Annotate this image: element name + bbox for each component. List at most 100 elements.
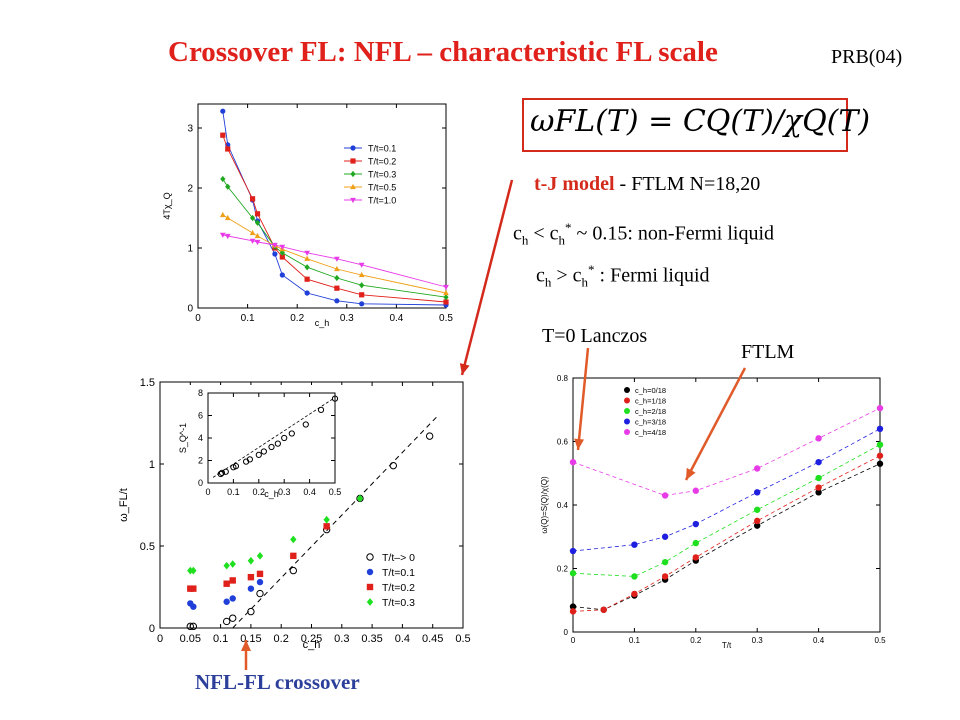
omega-chart-xtick-label: 0.4 [395,633,410,645]
omegaq-chart-xtick-label: 0.2 [690,636,702,645]
chi-chart-xtick-label: 0 [195,313,201,324]
omega-chart-xtick-label: 0.2 [274,633,289,645]
chi-data-point [443,299,449,305]
inset-chart-xlabel: c_h [264,489,279,499]
chi-data-point [359,301,365,307]
omegaq-data-point [569,547,577,555]
omega-data-point [229,577,236,584]
omega-chart-xtick-label: 0.25 [301,633,322,645]
formula: ωFL(T) = CQ(T)/χQ(T) [530,104,871,139]
inset-chart-xtick-label: 0 [205,487,210,497]
omegaq-data-point [692,520,699,528]
omega-legend-label: T/t=0.2 [382,582,415,594]
chi-legend-marker [350,158,356,164]
inset-chart-xtick-label: 0.4 [303,487,316,497]
omega-data-point [289,566,298,575]
inset-chart-ytick-label: 0 [198,478,203,488]
chi-data-point [334,285,340,291]
omega-data-point [223,561,230,570]
h-subscript: h [521,232,529,248]
nfl-condition: ch < ch* ~ 0.15: non-Fermi liquid [513,220,774,249]
inset-data-point [317,406,325,413]
omegaq-data-point [815,489,822,496]
omegaq-data-point [815,435,822,442]
ftlm-label: FTLM [741,341,795,363]
omegaq-data-point [876,425,884,432]
omegaq-data-point [692,554,699,561]
omega-data-point [189,622,198,631]
omega-data-point [256,552,264,560]
chi-series-line [222,135,447,303]
chi-series-line [222,214,447,294]
omegaq-data-point [815,458,822,466]
chi-data-point [279,254,285,260]
chi-chart-xtick-label: 0.5 [439,313,453,324]
omegaq-guide-line [572,455,881,612]
chi-data-point [334,274,340,282]
omega-legend-marker [366,583,374,591]
inset-chart-ylabel: S_Q^-1 [178,423,188,453]
c-symbol: c [536,264,545,287]
omega-data-point [229,614,237,622]
h-subscript: h [558,232,566,248]
inset-chart-ytick-label: 6 [198,411,203,421]
omegaq-data-point [754,506,761,513]
omegaq-data-point [569,458,577,466]
omegaq-guide-line [572,428,881,552]
omega-data-point [247,573,255,581]
chi-data-point [304,264,310,271]
omegaq-legend-label: c_h=2/18 [635,407,666,416]
omega-data-point [190,603,197,610]
omega-data-point [247,607,255,616]
omegaq-data-point [631,573,638,580]
crossover-label: NFL-FL crossover [195,670,360,694]
chi-data-point [334,256,340,262]
inset-data-point [260,448,267,455]
chi-data-point [224,233,231,240]
chi-data-point [304,290,310,296]
star-superscript: * [565,220,572,235]
chi-chart-xlabel: c_h [315,318,330,328]
omegaq-legend-label: c_h=3/18 [635,418,666,427]
chi-chart-ytick-label: 2 [187,184,193,195]
formula-box [522,98,848,152]
chi-data-point [443,294,449,301]
omega-chart-ytick-label: 1.5 [140,377,155,389]
omegaq-chart-ytick-label: 0.2 [557,564,569,573]
chi-data-point [359,292,365,298]
omega-chart-xtick-label: 0.35 [361,633,382,645]
omega-legend-marker [366,568,374,576]
omega-fit-line [232,414,440,629]
chi-chart-ytick-label: 3 [187,124,193,135]
omegaq-data-point [692,487,699,494]
inset-data-point [331,395,339,402]
omega-data-point [256,578,264,586]
inset-chart-ytick-label: 8 [198,388,203,398]
omegaq-guide-line [572,407,881,496]
omega-chart-xtick-label: 0.45 [422,633,443,645]
inset-data-point [246,456,254,463]
greater-than: > c [551,264,582,287]
inset-data-point [274,440,281,447]
chi-data-point [254,232,261,239]
chi-legend-label: T/t=0.2 [368,157,396,167]
chi-chart-xtick-label: 0.2 [290,313,304,324]
omegaq-data-point [754,522,761,529]
inset-fit-line [212,397,336,478]
fl-condition: ch > ch* : Fermi liquid [536,262,710,291]
omega-legend-marker [366,598,374,606]
omega-legend-label: T/t=0.1 [382,567,415,579]
chi-data-point [358,271,365,278]
inset-chart-xtick-label: 0.3 [278,487,291,497]
omegaq-data-point [661,492,669,499]
chi-data-point [272,242,278,249]
chi-data-point [224,214,231,221]
chi-data-point [279,244,286,250]
chi-data-point [225,146,231,152]
chi-data-point [304,276,310,282]
omega-legend-label: T/t=0.3 [382,597,415,609]
omegaq-data-point [815,484,822,491]
omegaq-data-point [600,606,607,613]
omega-data-point [256,570,264,578]
